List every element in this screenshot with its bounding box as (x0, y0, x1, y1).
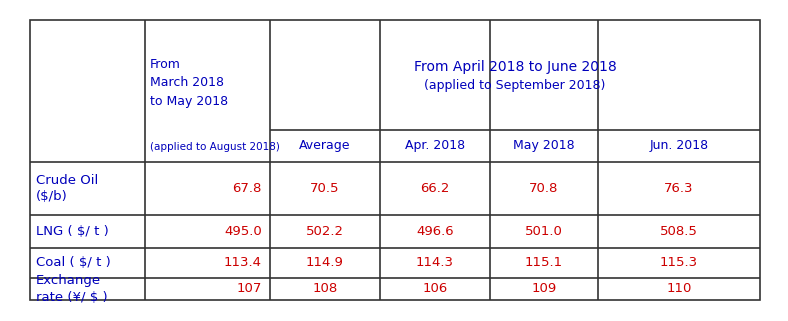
Text: 502.2: 502.2 (306, 225, 344, 238)
Text: Coal ( $/ t ): Coal ( $/ t ) (36, 256, 111, 270)
Text: (applied to August 2018): (applied to August 2018) (150, 142, 280, 152)
Bar (30, 20, 760, 300)
Text: 115.3: 115.3 (660, 256, 698, 270)
Text: (applied to September 2018): (applied to September 2018) (424, 79, 606, 91)
Text: 66.2: 66.2 (420, 182, 450, 195)
Text: Average: Average (299, 140, 351, 152)
Text: 67.8: 67.8 (232, 182, 262, 195)
Text: Exchange
rate (¥/ $ ): Exchange rate (¥/ $ ) (36, 274, 108, 304)
Text: From
March 2018
to May 2018: From March 2018 to May 2018 (150, 58, 228, 108)
Text: Apr. 2018: Apr. 2018 (405, 140, 465, 152)
Text: 501.0: 501.0 (525, 225, 563, 238)
Text: From April 2018 to June 2018: From April 2018 to June 2018 (414, 60, 616, 74)
Text: 115.1: 115.1 (525, 256, 563, 270)
Text: Jun. 2018: Jun. 2018 (649, 140, 708, 152)
Text: May 2018: May 2018 (513, 140, 574, 152)
Text: LNG ( $/ t ): LNG ( $/ t ) (36, 225, 109, 238)
Text: Crude Oil
($/b): Crude Oil ($/b) (36, 173, 98, 204)
Text: 70.8: 70.8 (530, 182, 559, 195)
Text: 76.3: 76.3 (664, 182, 693, 195)
Text: 109: 109 (531, 282, 556, 296)
Text: 110: 110 (667, 282, 692, 296)
Text: 495.0: 495.0 (225, 225, 262, 238)
Text: 508.5: 508.5 (660, 225, 698, 238)
Text: 114.3: 114.3 (416, 256, 454, 270)
Text: 106: 106 (422, 282, 448, 296)
Text: 107: 107 (236, 282, 262, 296)
Text: 70.5: 70.5 (310, 182, 340, 195)
Text: 113.4: 113.4 (224, 256, 262, 270)
Text: 108: 108 (312, 282, 337, 296)
Text: 114.9: 114.9 (306, 256, 344, 270)
Text: 496.6: 496.6 (416, 225, 454, 238)
